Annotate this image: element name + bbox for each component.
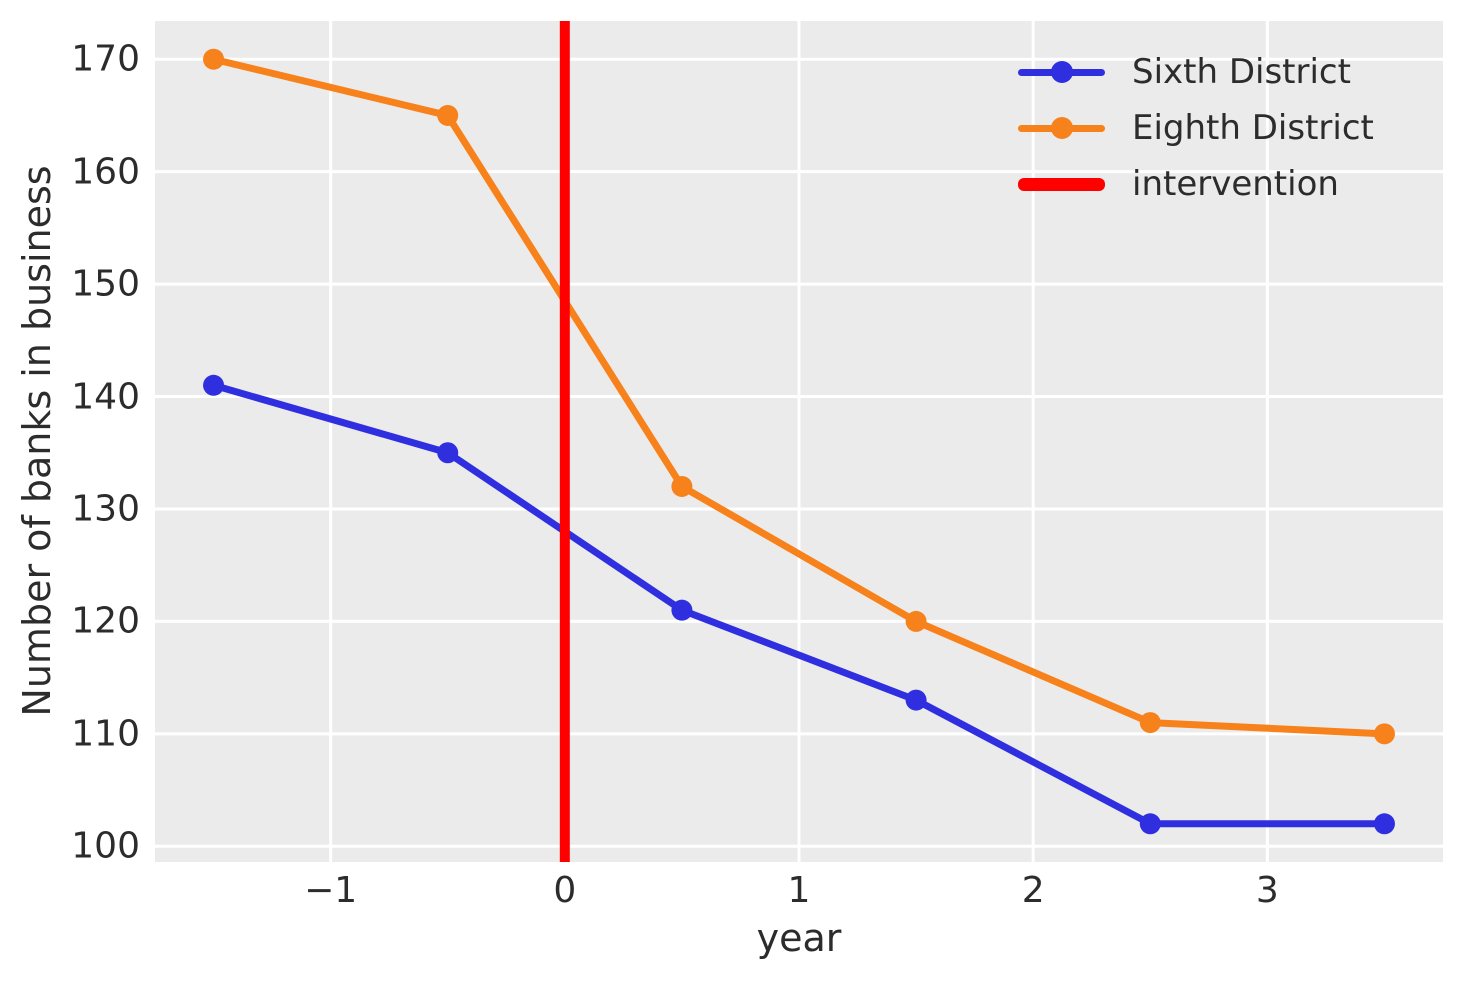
legend-label-eighth-district: Eighth District xyxy=(1132,108,1374,148)
data-point-sixth-district xyxy=(1139,813,1161,835)
data-point-sixth-district xyxy=(203,374,225,396)
legend: Sixth District Eighth District intervent… xyxy=(1018,44,1374,212)
data-point-sixth-district xyxy=(437,442,459,464)
legend-label-sixth-district: Sixth District xyxy=(1132,52,1351,92)
y-tick-label-170: 170 xyxy=(71,38,140,80)
y-tick-label-150: 150 xyxy=(71,263,140,305)
legend-item-sixth-district: Sixth District xyxy=(1018,44,1374,100)
legend-line-icon xyxy=(1018,61,1105,83)
data-point-eighth-district xyxy=(1373,723,1395,745)
data-point-eighth-district xyxy=(905,610,927,632)
legend-label-intervention: intervention xyxy=(1132,164,1339,204)
data-point-eighth-district xyxy=(671,475,693,497)
legend-marker-icon xyxy=(1050,117,1073,139)
x-tick-label-2: 2 xyxy=(1021,870,1045,911)
y-tick-label-100: 100 xyxy=(71,825,140,867)
x-tick-label-3: 3 xyxy=(1255,870,1279,911)
x-tick-label--1: −1 xyxy=(304,870,358,911)
legend-marker-icon xyxy=(1050,61,1073,83)
y-tick-label-140: 140 xyxy=(71,376,140,418)
legend-swatch-sixth-district xyxy=(1018,61,1105,83)
series-line-eighth-district xyxy=(210,55,1388,738)
series-line-sixth-district xyxy=(210,381,1388,828)
x-tick-label-0: 0 xyxy=(553,870,577,911)
legend-swatch-eighth-district xyxy=(1018,117,1105,139)
y-tick-label-130: 130 xyxy=(71,488,140,530)
data-point-eighth-district xyxy=(203,48,225,70)
data-point-eighth-district xyxy=(437,104,459,126)
data-point-sixth-district xyxy=(671,599,693,621)
data-point-sixth-district xyxy=(1373,813,1395,835)
legend-swatch-intervention xyxy=(1018,177,1105,191)
y-tick-label-120: 120 xyxy=(71,600,140,642)
x-tick-label-1: 1 xyxy=(787,870,811,911)
data-point-eighth-district xyxy=(1139,712,1161,734)
y-axis-label: Number of banks in business xyxy=(15,165,59,717)
y-tick-label-160: 160 xyxy=(71,151,140,193)
legend-line-icon xyxy=(1018,117,1105,139)
legend-item-eighth-district: Eighth District xyxy=(1018,100,1374,156)
data-point-sixth-district xyxy=(905,689,927,711)
x-axis-label: year xyxy=(756,916,842,960)
legend-item-intervention: intervention xyxy=(1018,156,1374,212)
legend-line-icon xyxy=(1018,177,1105,191)
y-tick-label-110: 110 xyxy=(71,713,140,755)
